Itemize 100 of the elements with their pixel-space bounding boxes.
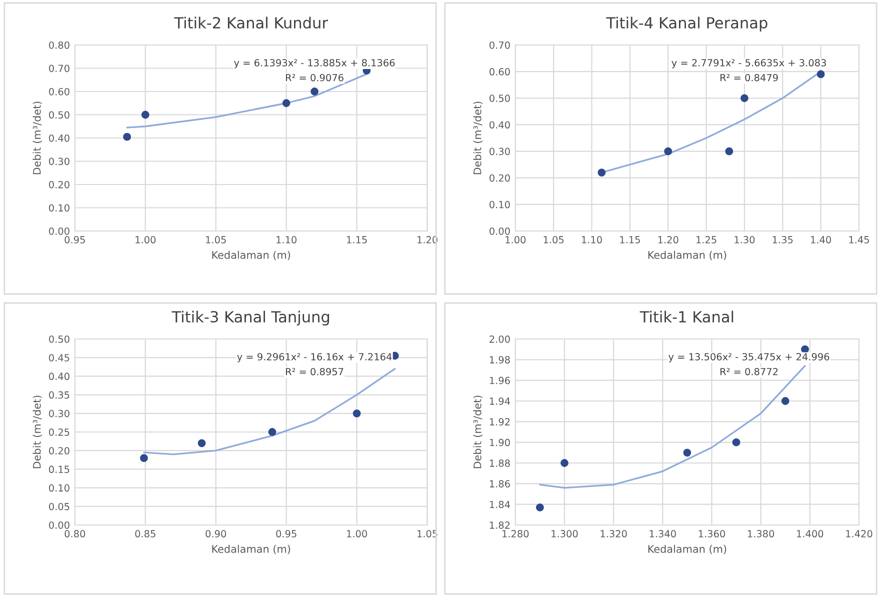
y-tick-label: 0.10	[49, 484, 70, 492]
x-tick-label: 1.40	[811, 236, 831, 244]
y-axis-title: Debit (m³/det)	[32, 396, 42, 468]
annotation: R² = 0.8479	[720, 74, 778, 82]
y-tick-label: 0.10	[490, 200, 510, 208]
y-tick-label: 0.80	[49, 41, 70, 49]
point	[198, 439, 206, 448]
y-tick-label: 1.96	[490, 376, 510, 384]
y-tick-label: 0.35	[49, 391, 70, 399]
y-tick-label: 0.30	[490, 148, 510, 156]
annotation: R² = 0.9076	[286, 74, 344, 82]
y-tick-label: 1.88	[490, 459, 510, 467]
x-tick-label: 1.00	[136, 236, 156, 244]
x-tick-label: 1.10	[276, 236, 297, 244]
point	[725, 147, 734, 156]
y-tick-label: 0.00	[490, 227, 510, 235]
annotation: R² = 0.8957	[286, 368, 344, 376]
annotation: y = 2.7791x² - 5.6635x + 3.083	[672, 59, 826, 68]
x-tick-label: 1.00	[347, 530, 367, 538]
x-tick-label: 0.85	[135, 530, 156, 538]
x-axis-title: Kedalaman (m)	[212, 544, 290, 554]
point	[123, 132, 131, 141]
point	[683, 448, 692, 457]
y-tick-label: 0.60	[490, 68, 510, 76]
x-tick-label: 1.05	[206, 236, 226, 244]
y-tick-label: 0.15	[49, 466, 70, 474]
point	[536, 503, 544, 512]
y-tick-label: 1.98	[490, 356, 510, 364]
point	[268, 428, 276, 436]
y-tick-label: 1.94	[490, 397, 510, 405]
x-tick-label: 1.420	[846, 530, 872, 538]
point	[664, 147, 672, 156]
point	[140, 454, 148, 462]
x-tick-label: 1.05	[544, 236, 564, 244]
x-tick-label: 1.30	[734, 236, 755, 244]
point	[352, 409, 361, 418]
y-tick-label: 0.20	[49, 180, 70, 188]
point	[598, 168, 606, 176]
y-tick-label: 0.05	[49, 502, 70, 510]
x-tick-label: 0.95	[276, 530, 296, 538]
y-tick-label: 0.50	[490, 94, 510, 102]
x-tick-label: 1.320	[600, 530, 627, 538]
annotation: y = 9.2961x² - 16.16x + 7.2164	[237, 353, 392, 362]
y-tick-label: 0.10	[49, 204, 70, 212]
annotation: R² = 0.8772	[720, 368, 778, 376]
x-tick-label: 1.15	[620, 236, 640, 244]
y-tick-label: 0.40	[49, 134, 70, 142]
y-tick-label: 0.30	[49, 410, 70, 418]
y-tick-label: 0.25	[49, 428, 70, 436]
x-tick-label: 1.340	[650, 530, 676, 538]
y-tick-label: 0.50	[49, 111, 70, 119]
line-series	[143, 368, 396, 456]
y-axis-title: Debit (m³/det)	[473, 396, 483, 468]
chart-title: Titik-3 Kanal Tanjung	[172, 310, 330, 326]
x-tick-label: 1.35	[772, 236, 793, 244]
y-tick-label: 0.40	[49, 372, 70, 380]
annotation: y = 6.1393x² - 13.885x + 8.1366	[234, 59, 395, 68]
x-tick-label: 1.00	[506, 236, 526, 244]
chart-title: Titik-1 Kanal	[640, 310, 734, 323]
x-tick-label: 0.95	[64, 236, 85, 244]
x-tick-label: 0.90	[206, 530, 226, 538]
point	[781, 397, 790, 405]
y-tick-label: 0.40	[490, 121, 510, 129]
line-series	[539, 365, 806, 489]
x-tick-label: 0.80	[64, 530, 86, 538]
y-tick-label: 0.70	[49, 64, 70, 72]
x-tick-label: 1.10	[582, 236, 602, 244]
x-axis-title: Kedalaman (m)	[648, 544, 726, 554]
y-tick-label: 2.00	[490, 335, 510, 343]
x-tick-label: 1.25	[696, 236, 716, 244]
y-tick-label: 1.92	[490, 418, 510, 426]
y-axis-title: Debit (m³/det)	[32, 102, 42, 174]
x-tick-label: 1.400	[797, 530, 824, 538]
x-tick-label: 1.15	[347, 236, 367, 244]
point	[732, 438, 740, 446]
y-tick-label: 1.84	[490, 500, 510, 508]
y-tick-label: 0.45	[49, 354, 70, 362]
x-tick-label: 1.360	[698, 530, 725, 538]
point	[560, 459, 568, 467]
point	[816, 70, 825, 78]
x-axis-title: Kedalaman (m)	[212, 250, 290, 260]
y-axis-title: Debit (m³/det)	[473, 102, 483, 174]
chart-title: Titik-4 Kanal Peranap	[606, 16, 768, 32]
x-tick-label: 1.20	[658, 236, 678, 244]
y-tick-label: 1.90	[490, 438, 510, 446]
point	[282, 99, 290, 108]
x-tick-label: 1.280	[502, 530, 529, 538]
y-tick-label: 0.20	[490, 174, 510, 182]
x-tick-label: 1.380	[748, 530, 774, 538]
y-tick-label: 0.50	[49, 335, 70, 343]
y-tick-label: 1.82	[490, 521, 510, 529]
point	[141, 110, 150, 119]
y-tick-label: 0.30	[49, 158, 70, 166]
annotation: y = 13.506x² - 35.475x + 24.996	[668, 353, 830, 362]
y-tick-label: 0.00	[49, 227, 70, 235]
x-tick-label: 1.45	[849, 236, 869, 244]
x-axis-title: Kedalaman (m)	[648, 250, 726, 260]
y-tick-label: 0.70	[490, 41, 510, 49]
point	[310, 88, 318, 96]
y-tick-label: 0.60	[49, 88, 70, 96]
